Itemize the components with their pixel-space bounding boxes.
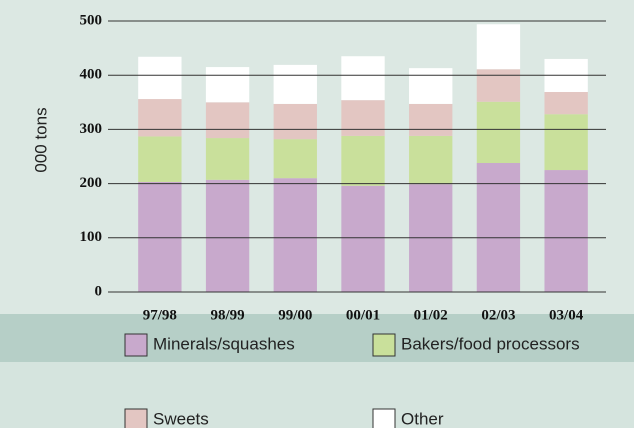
- bar-segment: [409, 135, 453, 185]
- legend-band: [0, 362, 634, 428]
- legend-label: Other: [401, 409, 444, 428]
- legend-swatch: [124, 333, 148, 357]
- bar-segment: [544, 92, 588, 115]
- y-tick-label: 0: [95, 283, 103, 299]
- x-tick-label: 99/00: [278, 307, 312, 323]
- y-tick-label: 100: [80, 229, 103, 245]
- bar-segment: [138, 56, 182, 100]
- y-tick-label: 400: [80, 67, 103, 83]
- x-tick-label: 03/04: [549, 307, 584, 323]
- bar-segment: [409, 103, 453, 136]
- legend-swatch: [372, 408, 396, 428]
- bar-segment: [341, 135, 385, 186]
- bar-segment: [476, 101, 521, 164]
- bar-segment: [273, 103, 317, 140]
- bar-segment: [273, 139, 317, 179]
- bar-segment: [544, 170, 588, 292]
- legend-swatch: [372, 333, 396, 357]
- y-tick-label: 200: [80, 175, 103, 191]
- bar-segment: [544, 114, 588, 171]
- legend-swatch: [124, 408, 148, 428]
- x-tick-label: 00/01: [346, 307, 380, 323]
- bar-segment: [341, 56, 385, 101]
- bar-segment: [205, 102, 250, 139]
- bar-segment: [273, 64, 317, 104]
- bar-segment: [138, 136, 182, 182]
- bar-segment: [409, 68, 453, 104]
- bar-segment: [341, 100, 385, 136]
- bar-segment: [273, 178, 317, 292]
- bar-segment: [205, 67, 250, 103]
- x-tick-label: 01/02: [414, 307, 448, 323]
- legend-label: Sweets: [153, 409, 209, 428]
- y-tick-label: 500: [80, 12, 103, 28]
- bar-segment: [138, 181, 182, 292]
- bar-segment: [476, 163, 521, 292]
- bar-segment: [476, 69, 521, 102]
- legend-band: [0, 314, 634, 362]
- x-tick-label: 97/98: [143, 307, 177, 323]
- bar-segment: [205, 138, 250, 180]
- bar-segment: [205, 179, 250, 292]
- bar-segment: [138, 99, 182, 137]
- legend-label: Bakers/food processors: [401, 334, 580, 353]
- x-tick-label: 02/03: [481, 307, 515, 323]
- y-axis-label: 000 tons: [31, 107, 50, 172]
- bar-segment: [341, 185, 385, 292]
- plot-background: [0, 0, 634, 314]
- bar-segment: [476, 24, 521, 70]
- x-tick-label: 98/99: [210, 307, 244, 323]
- y-tick-label: 300: [80, 121, 103, 137]
- legend-label: Minerals/squashes: [153, 334, 295, 353]
